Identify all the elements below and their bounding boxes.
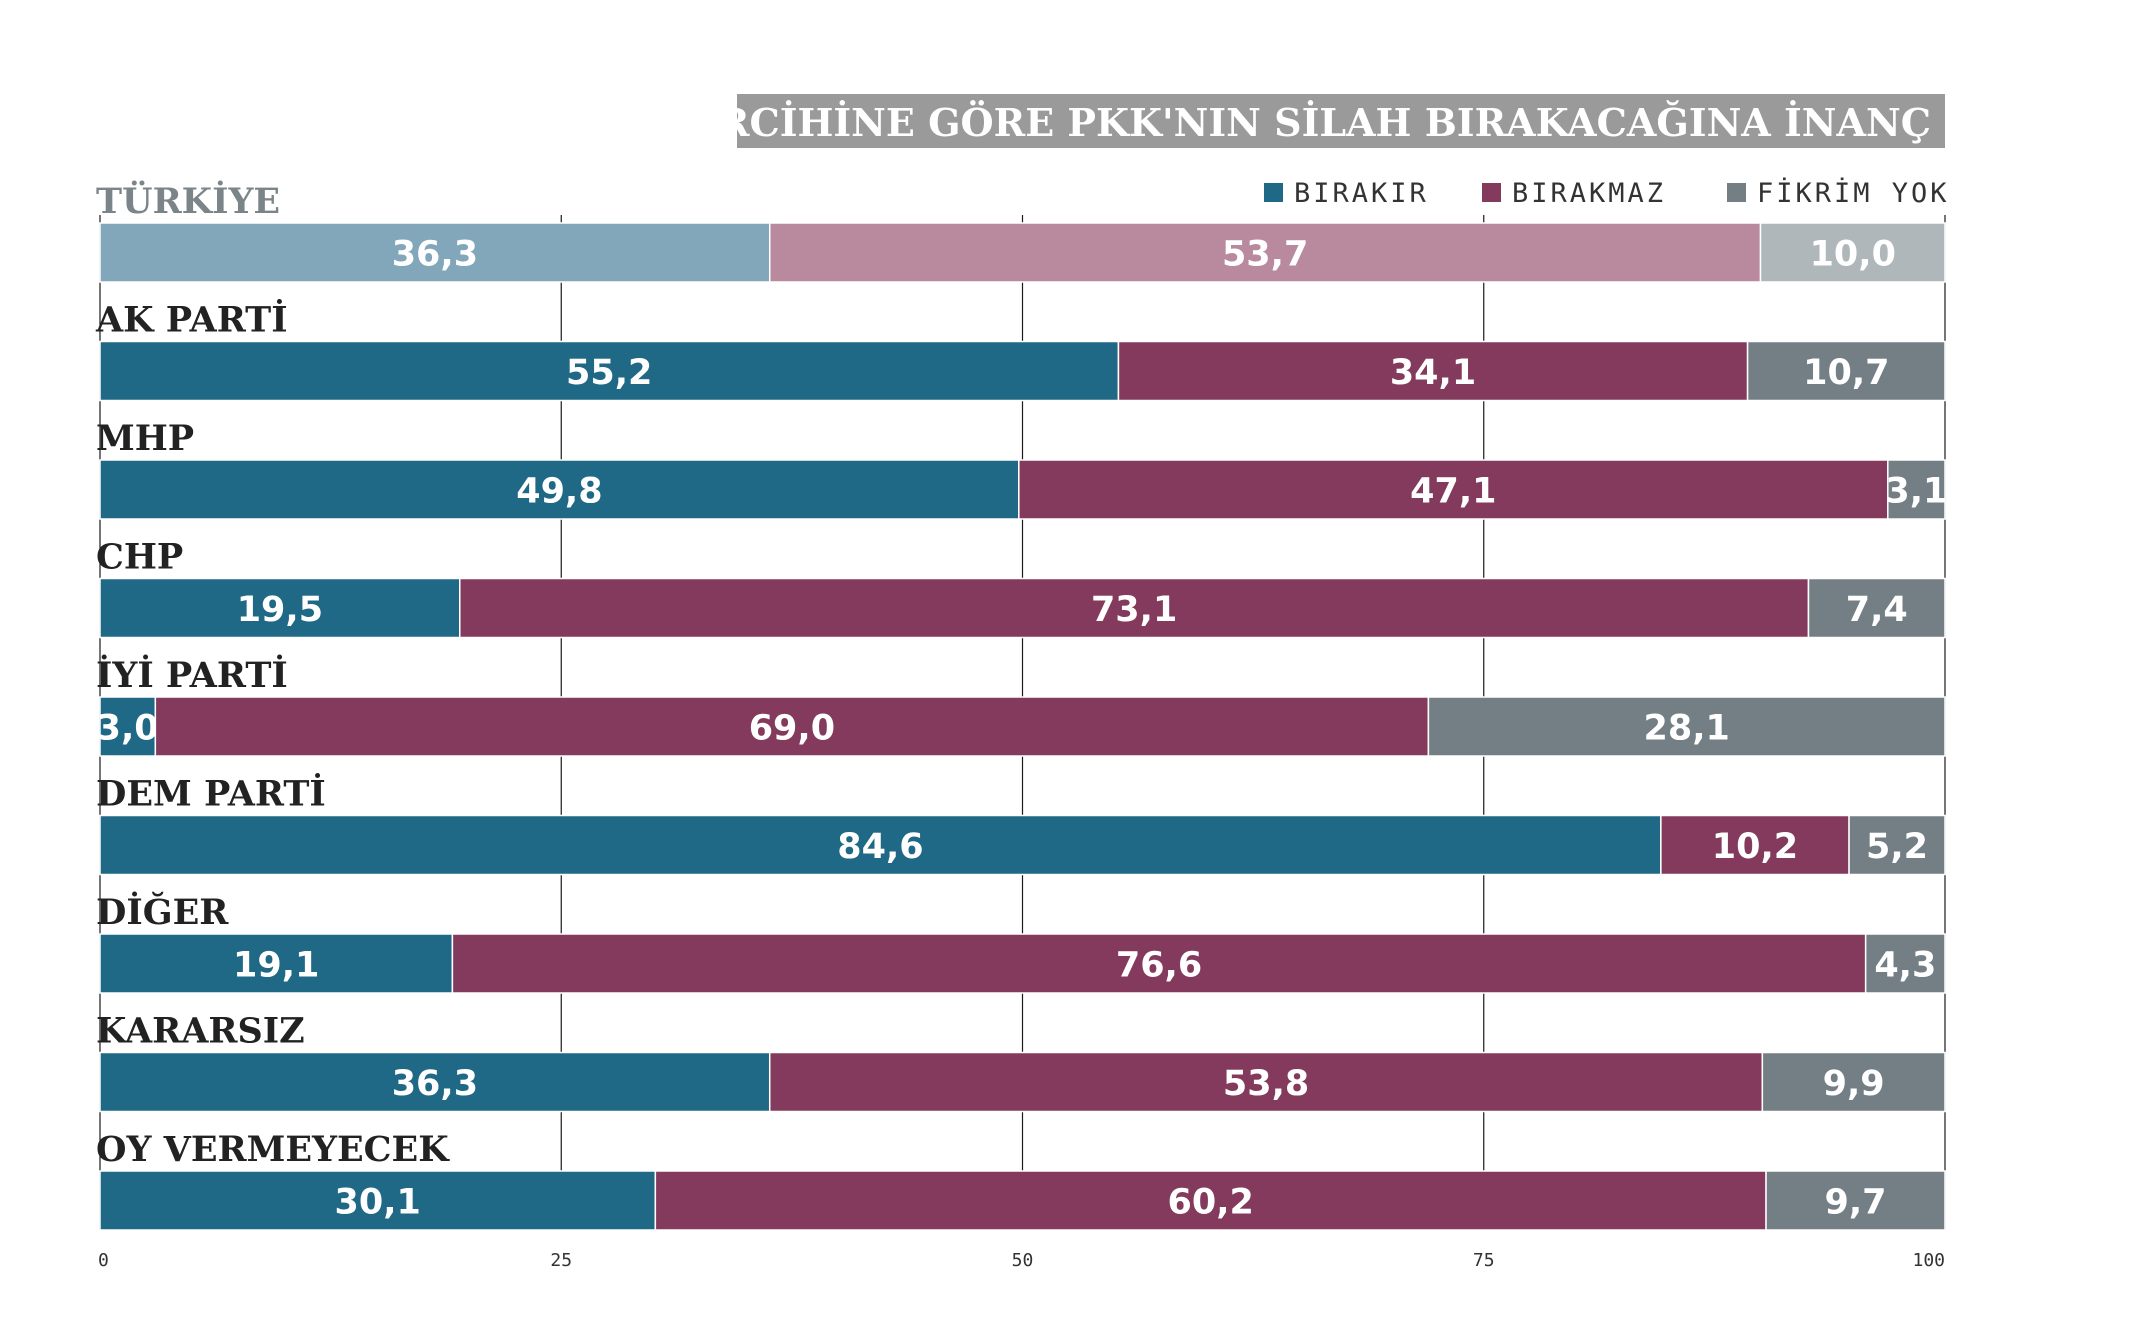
category-label: DİĞER [96, 890, 229, 933]
data-label: 69,0 [749, 709, 835, 749]
data-label: 60,2 [1168, 1183, 1254, 1223]
data-label: 55,2 [566, 353, 652, 393]
data-label: 76,6 [1116, 946, 1202, 986]
data-label: 19,5 [237, 590, 323, 630]
data-label: 73,1 [1091, 590, 1177, 630]
x-tick-label: 75 [1473, 1250, 1495, 1271]
bar-segment [1864, 933, 1946, 994]
legend-label: FİKRİM YOK [1757, 177, 1950, 209]
chart-title: PARTİ TERCİHİNE GÖRE PKK'NIN SİLAH BIRAK… [515, 100, 1931, 145]
bar-segment [1887, 459, 1946, 520]
bar-segment [654, 1170, 1767, 1231]
data-label: 36,3 [392, 235, 478, 275]
data-label: 53,7 [1222, 235, 1308, 275]
data-label: 4,3 [1874, 946, 1936, 986]
bar-segment [1018, 459, 1889, 520]
data-label: 53,8 [1223, 1064, 1309, 1104]
legend-swatch [1482, 183, 1501, 202]
bar-segment [1848, 814, 1946, 876]
bar-segment [99, 459, 1020, 520]
bar-segment [99, 1051, 771, 1113]
category-label: AK PARTİ [95, 298, 288, 341]
bar-segment [1427, 696, 1946, 757]
category-label: TÜRKİYE [96, 179, 280, 222]
bar-segment [99, 696, 157, 757]
category-label: CHP [96, 537, 183, 578]
data-label: 9,9 [1823, 1064, 1885, 1104]
bar-segment [99, 933, 454, 994]
bar-segment [99, 222, 771, 283]
bar-segment [1807, 577, 1946, 639]
data-label: 5,2 [1866, 827, 1928, 867]
x-tick-label: 100 [1912, 1250, 1945, 1271]
x-tick-label: 50 [1012, 1250, 1034, 1271]
bar-segment [1759, 222, 1946, 283]
data-label: 36,3 [392, 1064, 478, 1104]
bar-segment [768, 222, 1762, 283]
category-label: İYİ PARTİ [96, 653, 288, 696]
data-label: 34,1 [1390, 353, 1476, 393]
bar-segment [99, 814, 1662, 876]
legend: BIRAKIR BIRAKMAZ FİKRİM YOK [1264, 177, 1950, 209]
bar-segment [1765, 1170, 1946, 1231]
bar-segment [768, 1051, 1764, 1113]
data-label: 7,4 [1846, 590, 1908, 630]
data-label: 19,1 [233, 946, 319, 986]
bar-segment [459, 577, 1810, 639]
data-label: 9,7 [1825, 1183, 1887, 1223]
bar-segment [1746, 340, 1946, 402]
bars: 36,3 53,7 10,0 55,2 34,1 10,7 49,8 47,1 3,1 19,5 7… [97, 222, 1947, 1231]
legend-swatch [1727, 183, 1746, 202]
data-label: 10,2 [1712, 827, 1798, 867]
data-label: 47,1 [1410, 472, 1496, 512]
bar-segment [1761, 1051, 1946, 1113]
data-label: 28,1 [1644, 709, 1730, 749]
legend-label: BIRAKMAZ [1512, 178, 1666, 209]
data-label: 10,0 [1810, 235, 1896, 275]
data-label: 49,8 [516, 472, 602, 512]
data-label: 10,7 [1803, 353, 1889, 393]
legend-swatch [1264, 183, 1283, 202]
x-axis: 0 25 50 75 100 [98, 1250, 1945, 1271]
category-labels: TÜRKİYE AK PARTİ MHP CHP İYİ PARTİ DEM PARTİ D… [95, 179, 450, 1170]
x-tick-label: 25 [550, 1250, 572, 1271]
x-tick-label: 0 [98, 1250, 109, 1271]
category-label: OY VERMEYECEK [96, 1129, 450, 1170]
legend-label: BIRAKIR [1294, 178, 1429, 209]
data-label: 3,0 [97, 709, 159, 749]
bar-segment [154, 696, 1430, 757]
chart-title-group: PARTİ TERCİHİNE GÖRE PKK'NIN SİLAH BIRAK… [515, 94, 1945, 148]
bar-segment [1660, 814, 1850, 876]
chart-title-background [737, 94, 1945, 148]
category-label: KARARSIZ [96, 1011, 305, 1052]
bar-segment [451, 933, 1867, 994]
data-label: 30,1 [334, 1183, 420, 1223]
category-label: MHP [96, 418, 194, 459]
data-label: 84,6 [837, 827, 923, 867]
data-label: 3,1 [1885, 472, 1947, 512]
category-label: DEM PARTİ [96, 772, 326, 815]
bar-segment [99, 1170, 657, 1231]
